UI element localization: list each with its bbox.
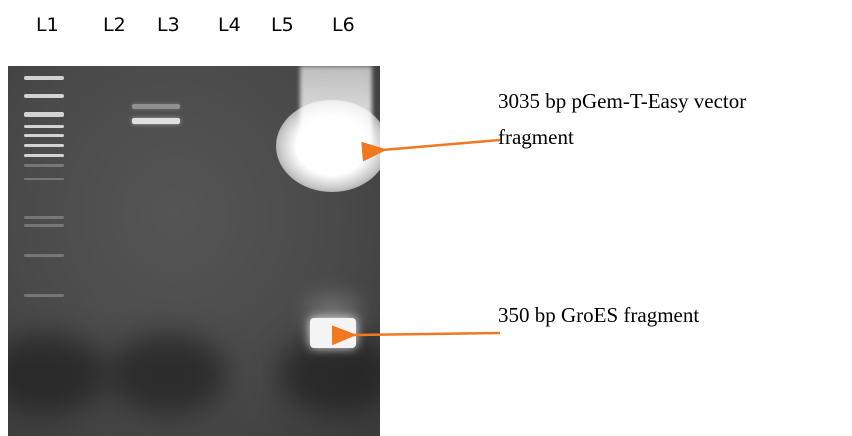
- ladder-band: [24, 94, 64, 98]
- gel-shadow: [8, 334, 108, 414]
- ladder-band: [24, 144, 64, 147]
- ladder-band: [24, 178, 64, 180]
- ladder-band: [24, 294, 64, 297]
- ladder-band: [24, 254, 64, 257]
- ladder-band: [24, 224, 64, 227]
- vector-annotation-line1: 3035 bp pGem-T-Easy vector: [498, 89, 747, 113]
- lane-label-l5: L5: [271, 14, 294, 36]
- lane-label-l4: L4: [218, 14, 241, 36]
- ladder-band: [24, 134, 64, 137]
- lane-label-l6: L6: [332, 14, 355, 36]
- ladder-band: [24, 76, 64, 80]
- arrow-groes: [331, 325, 501, 346]
- groes-annotation: 350 bp GroES fragment: [498, 303, 700, 327]
- gel-shadow: [108, 334, 228, 414]
- vector-annotation-line2: fragment: [498, 125, 574, 149]
- lane-label-l1: L1: [36, 14, 59, 36]
- lane3-band: [132, 104, 180, 109]
- ladder-band: [24, 164, 64, 167]
- ladder-band: [24, 112, 64, 117]
- gel-image: [8, 66, 380, 436]
- lane-label-l3: L3: [157, 14, 180, 36]
- ladder-band: [24, 154, 64, 157]
- arrow-vector: [361, 138, 501, 162]
- lane-label-l2: L2: [103, 14, 126, 36]
- lane3-band: [132, 118, 180, 124]
- ladder-band: [24, 125, 64, 128]
- ladder-band: [24, 216, 64, 219]
